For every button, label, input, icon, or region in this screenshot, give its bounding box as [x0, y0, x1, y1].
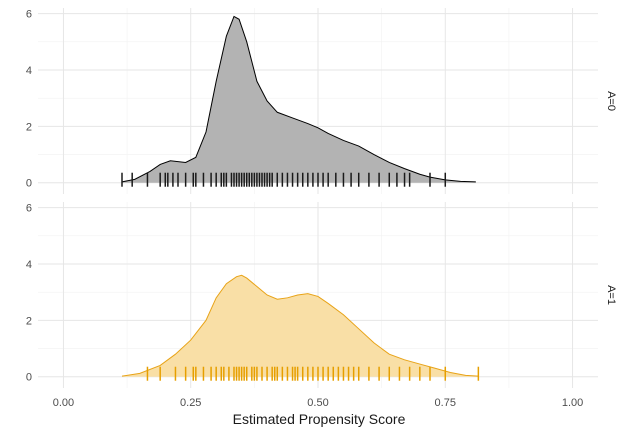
x-tick-label: 0.50	[307, 397, 328, 409]
area-layer	[121, 15, 479, 377]
axis-layer: 0 2 4 6 A=0 0 2 4 6 A=1 0.00 0.25 0.50 0.75 1.00	[26, 9, 617, 409]
facet-label: A=1	[605, 285, 617, 305]
y-tick-label: 0	[26, 178, 32, 190]
density-area-A=0	[122, 16, 476, 183]
y-tick-label: 6	[26, 9, 32, 21]
y-tick-label: 6	[26, 203, 32, 215]
y-tick-label: 0	[26, 372, 32, 384]
x-tick-label: 1.00	[562, 397, 583, 409]
x-tick-label: 0.00	[53, 397, 74, 409]
y-tick-label: 2	[26, 121, 32, 133]
rug-layer	[121, 172, 480, 381]
y-tick-label: 4	[26, 65, 32, 77]
x-axis-label: Estimated Propensity Score	[233, 411, 406, 427]
facet-label: A=0	[605, 91, 617, 111]
x-tick-label: 0.75	[435, 397, 456, 409]
x-tick-label: 0.25	[180, 397, 201, 409]
density-line-A=0	[121, 15, 476, 183]
y-tick-label: 4	[26, 259, 32, 271]
density-area-A=1	[122, 275, 479, 377]
y-tick-label: 2	[26, 315, 32, 327]
density-line-A=1	[121, 274, 479, 377]
